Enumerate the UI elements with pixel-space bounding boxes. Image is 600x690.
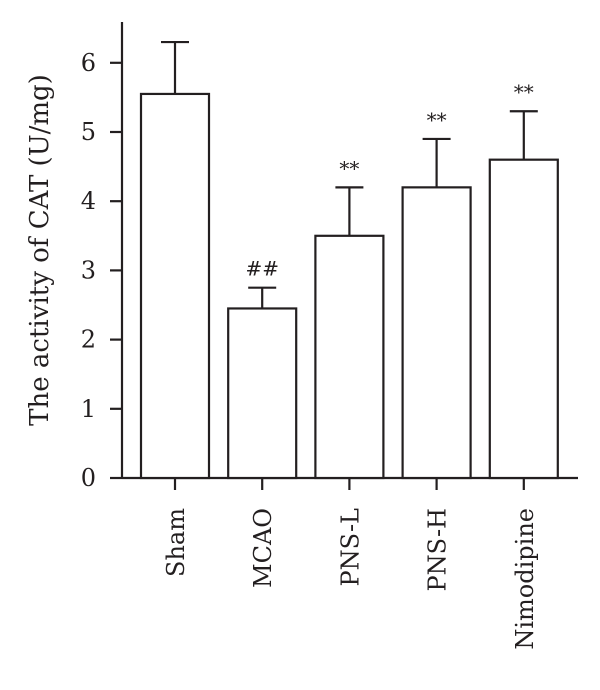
y-tick-label: 2 bbox=[81, 326, 96, 354]
category-label: MCAO bbox=[249, 508, 277, 588]
category-label: Nimodipine bbox=[511, 508, 539, 650]
category-labels: Sham MCAO PNS-L PNS-H Nimodipine bbox=[162, 508, 539, 650]
category-label: PNS-L bbox=[336, 508, 364, 587]
bar bbox=[488, 158, 559, 480]
y-tick-label: 4 bbox=[81, 187, 96, 215]
annotations: ## ** ** ** bbox=[245, 80, 533, 280]
category-label: Sham bbox=[162, 508, 190, 577]
category-label: PNS-H bbox=[424, 508, 452, 592]
y-tick-label: 1 bbox=[81, 395, 96, 423]
significance-marker: ## bbox=[245, 257, 279, 281]
significance-marker: ** bbox=[339, 156, 359, 180]
y-tick-label: 3 bbox=[81, 256, 96, 284]
bar bbox=[314, 234, 385, 480]
error-bars bbox=[161, 40, 538, 309]
y-axis-label: The activity of CAT (U/mg) bbox=[25, 74, 55, 426]
y-axis: 0 1 2 3 4 5 6 bbox=[81, 22, 124, 492]
significance-marker: ** bbox=[427, 108, 447, 132]
x-axis bbox=[122, 476, 578, 490]
bar bbox=[401, 186, 472, 480]
y-tick-label: 0 bbox=[81, 464, 96, 492]
bar bbox=[227, 307, 298, 480]
y-tick-label: 5 bbox=[81, 118, 96, 146]
bars bbox=[139, 92, 559, 480]
bar bbox=[139, 92, 211, 480]
y-tick-label: 6 bbox=[81, 49, 96, 77]
significance-marker: ** bbox=[514, 80, 534, 104]
